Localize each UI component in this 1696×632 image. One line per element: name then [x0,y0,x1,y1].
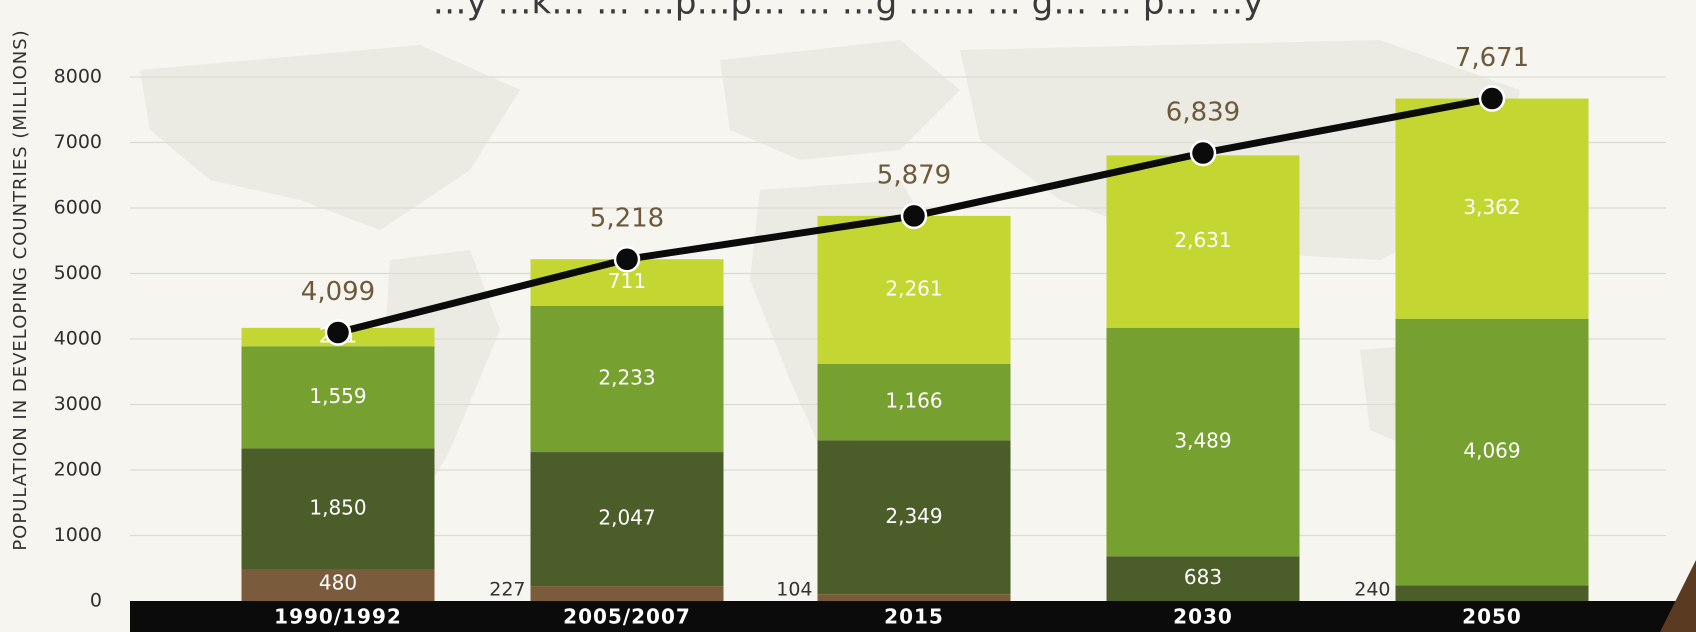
bar-segment [817,594,1011,601]
segment-value-label: 104 [776,579,812,601]
x-tick-label: 2005/2007 [563,605,691,629]
x-tick-label: 2050 [1462,605,1522,629]
y-tick-labels: 0 1000 2000 3000 4000 5000 6000 7000 8000 [54,66,102,612]
x-tick-label: 2015 [884,605,944,629]
segment-value-label: 227 [489,579,525,601]
bar-segment [1395,318,1589,586]
bar-segment [817,215,1011,364]
bar-segment [1106,155,1300,328]
bar-segment [241,569,435,601]
segment-value-label: 2,261 [885,276,942,300]
line-point [1189,139,1217,167]
segment-value-label: 1,850 [309,495,366,519]
y-tick-label: 1000 [54,524,102,546]
total-value-label: 6,839 [1166,98,1240,128]
segment-labels: 4801,8501,5592812272,0472,2337111042,349… [309,195,1520,600]
x-tick-label: 1990/1992 [274,605,402,629]
segment-value-label: 480 [319,571,357,595]
y-tick-label: 6000 [54,197,102,219]
y-tick-label: 5000 [54,262,102,284]
line-point [613,245,641,273]
bar-segment [817,440,1011,595]
segment-value-label: 683 [1184,565,1222,589]
chart-title-cut: …y …k… … …p…p… … …g …… … g… … p… …y [433,0,1264,23]
bar-segment [817,363,1011,441]
line-point [900,202,928,230]
line-point [1478,85,1506,112]
bar-segment [530,586,724,601]
segment-value-label: 711 [608,269,646,293]
bar-segment [1106,327,1300,557]
y-tick-label: 7000 [54,131,102,153]
bar-segment [1395,98,1589,319]
x-tick-label: 2030 [1173,605,1233,629]
bar-segment [241,448,435,570]
segment-value-label: 3,489 [1174,428,1231,452]
line-point [324,319,352,346]
segment-value-label: 2,047 [598,506,655,530]
total-value-label: 4,099 [301,277,375,307]
segment-value-label: 240 [1354,579,1390,601]
bar-segment [1106,556,1300,601]
bar-segment [1395,585,1589,601]
bar-segment [530,305,724,453]
bars [241,98,1589,601]
segment-value-label: 2,631 [1174,228,1231,252]
y-tick-label: 3000 [54,393,102,415]
y-tick-label: 4000 [54,328,102,350]
bar-segment [530,452,724,587]
segment-value-label: 4,069 [1463,439,1520,463]
total-value-label: 7,671 [1455,43,1529,73]
bar-segment [241,346,435,449]
segment-value-label: 1,559 [309,384,366,408]
segment-value-label: 2,349 [885,504,942,528]
segment-value-label: 3,362 [1463,195,1520,219]
x-tick-labels: 1990/1992 2005/2007 2015 2030 2050 [274,605,1522,629]
y-tick-label: 2000 [54,459,102,481]
y-tick-label: 8000 [54,66,102,88]
segment-value-label: 2,233 [598,365,655,389]
x-axis-band [130,601,1696,632]
total-value-label: 5,879 [877,160,951,190]
y-tick-label: 0 [90,590,102,612]
segment-value-label: 1,166 [885,389,942,413]
total-value-label: 5,218 [590,204,664,234]
total-line: 4,099 5,218 5,879 6,839 7,671 [301,43,1529,346]
y-axis-label: POPULATION IN DEVELOPING COUNTRIES (MILL… [10,29,31,550]
corner-decoration [1660,560,1696,632]
